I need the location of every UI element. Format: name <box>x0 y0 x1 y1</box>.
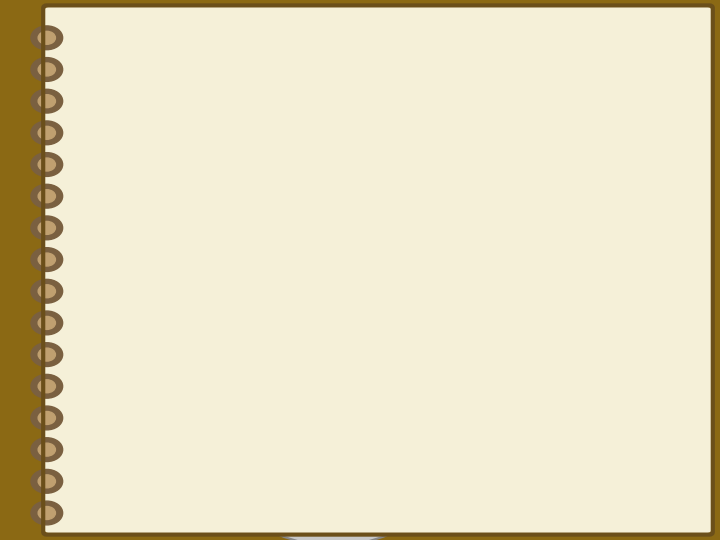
Ellipse shape <box>186 254 480 540</box>
Wedge shape <box>280 410 347 481</box>
Text: makes up most of the cell
cycle & takes the longest!: makes up most of the cell cycle & takes … <box>117 184 630 267</box>
Text: Nuclear Division
   (Mitosis): Nuclear Division (Mitosis) <box>186 515 264 534</box>
Text: Prophase: Prophase <box>437 467 478 475</box>
Wedge shape <box>347 410 379 480</box>
Wedge shape <box>343 410 361 481</box>
Text: Cytokinesis: Cytokinesis <box>163 395 215 404</box>
Text: Metaphase: Metaphase <box>437 441 487 450</box>
Text: Time: Time <box>460 275 487 286</box>
Text: Cell Division: Cell Division <box>174 455 233 464</box>
Text: Telophase: Telophase <box>437 387 482 396</box>
Text: Interphase: Interphase <box>327 361 394 374</box>
Wedge shape <box>347 410 392 476</box>
Text: Interphase: Interphase <box>117 68 388 111</box>
Wedge shape <box>347 410 406 470</box>
Text: Anaphase: Anaphase <box>437 416 482 424</box>
